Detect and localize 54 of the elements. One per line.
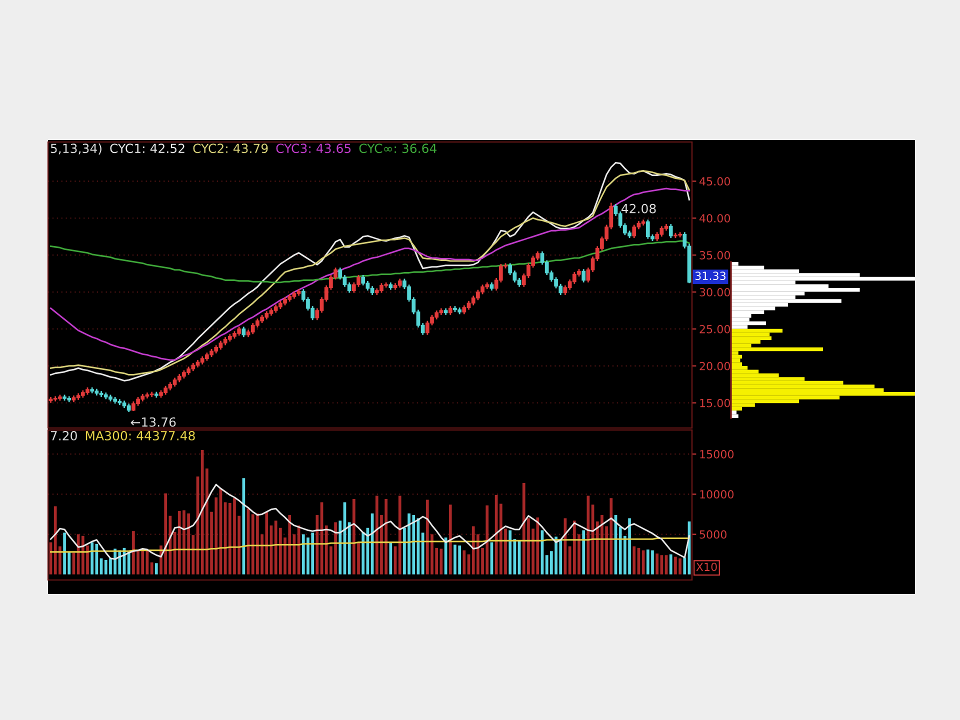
- y-tick-label: 40.00: [699, 214, 730, 222]
- y-tick-label: 20.00: [700, 362, 730, 370]
- annotation: ←13.76: [130, 417, 176, 427]
- bar: [731, 392, 915, 396]
- bar: [90, 542, 94, 574]
- candlestick: [582, 268, 586, 284]
- bar: [154, 563, 158, 574]
- candlestick: [242, 326, 246, 338]
- bar: [338, 520, 342, 574]
- bar: [448, 504, 452, 574]
- y-tick-label: 10000: [700, 490, 734, 499]
- y-tick-label: 15.00: [700, 398, 730, 408]
- y-tick-label: 30.00: [700, 288, 730, 296]
- bar: [362, 532, 365, 574]
- bar: [582, 530, 586, 574]
- bar: [683, 558, 686, 574]
- y-tick-label: 45.00: [699, 177, 730, 186]
- bar: [348, 522, 351, 574]
- bar: [462, 550, 466, 574]
- bar: [632, 546, 636, 574]
- bar: [731, 276, 915, 281]
- bar: [669, 554, 672, 574]
- annotation: 5,13,34): [50, 143, 102, 155]
- bar: [656, 554, 659, 574]
- text: CYC∞: 36.64: [359, 144, 436, 154]
- y-tick-label: 5000: [700, 530, 726, 539]
- bar: [731, 347, 823, 352]
- candlestick: [361, 274, 366, 286]
- bar: [731, 288, 860, 292]
- text: CYC3: 43.65: [276, 144, 351, 154]
- bar: [731, 328, 783, 333]
- text: 31.33: [695, 272, 726, 280]
- y-tick-label: 15000: [700, 450, 734, 458]
- bar: [389, 542, 392, 574]
- candlestick: [563, 284, 568, 296]
- bar: [731, 321, 766, 326]
- candlestick: [632, 224, 636, 239]
- y-tick-label: 25.00: [700, 324, 730, 334]
- bar: [127, 552, 130, 574]
- bar: [731, 358, 740, 362]
- text: X10: [696, 562, 717, 572]
- line-series: [50, 188, 690, 361]
- bar: [731, 336, 772, 340]
- bar: [398, 496, 402, 574]
- line-series: [50, 484, 690, 560]
- y-tick-label: 35.00: [700, 251, 730, 260]
- bar: [508, 530, 512, 574]
- annotation: 42.08: [621, 204, 656, 214]
- text: CYC1: 42.52: [110, 144, 184, 154]
- bar: [731, 299, 842, 303]
- annotation: 7.20: [50, 430, 77, 440]
- text: CYC2: 43.79: [193, 144, 268, 154]
- candlestick: [668, 223, 673, 239]
- text: MA300: 44377.48: [86, 430, 195, 440]
